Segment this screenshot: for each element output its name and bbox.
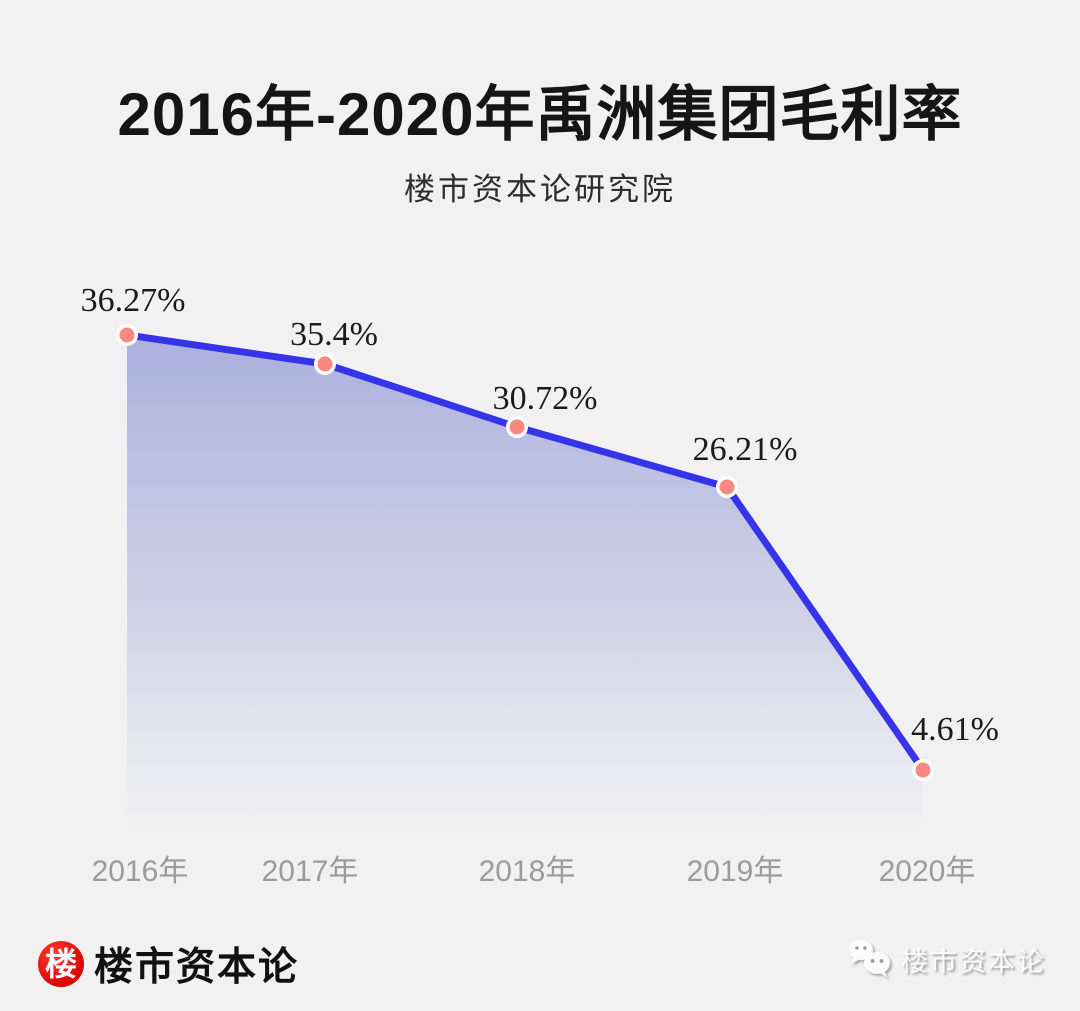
- area-fill: [127, 335, 923, 830]
- data-label: 4.61%: [911, 711, 999, 748]
- x-axis-tick-label: 2018年: [478, 855, 576, 888]
- data-points: [116, 324, 934, 781]
- x-axis-tick-label: 2019年: [686, 855, 784, 888]
- wechat-icon: [849, 940, 890, 978]
- wechat-watermark: 楼市资本论: [847, 938, 1046, 980]
- watermark-text: 楼市资本论: [901, 946, 1046, 977]
- data-label: 26.21%: [692, 431, 798, 468]
- brand-logo-char: 楼: [44, 946, 77, 982]
- x-axis-tick-label: 2020年: [878, 855, 976, 888]
- data-point: [317, 356, 333, 372]
- data-point: [509, 419, 525, 435]
- data-label: 30.72%: [492, 380, 598, 417]
- chart-title: 2016年-2020年禹洲集团毛利率: [117, 81, 963, 148]
- data-point: [719, 479, 735, 495]
- data-label: 35.4%: [290, 316, 378, 353]
- data-label: 36.27%: [80, 282, 186, 319]
- chart-subtitle: 楼市资本论研究院: [404, 172, 676, 207]
- brand-name: 楼市资本论: [94, 946, 300, 989]
- brand-logo-icon: 楼: [38, 941, 84, 987]
- x-axis-tick-label: 2017年: [261, 855, 359, 888]
- data-point: [915, 762, 931, 778]
- data-point: [119, 327, 135, 343]
- brand-footer: 楼 楼市资本论: [38, 936, 299, 992]
- x-axis-tick-label: 2016年: [91, 855, 189, 888]
